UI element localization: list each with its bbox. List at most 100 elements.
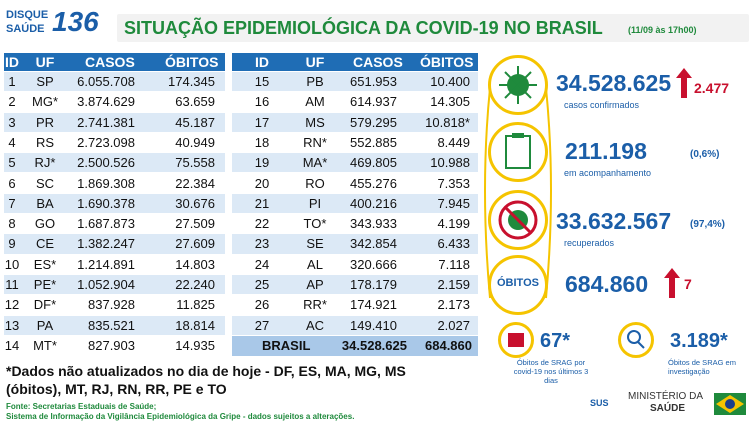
icon-ring: ÓBITOS <box>488 255 548 315</box>
table-row <box>4 92 225 112</box>
table-cell: 2 <box>8 94 16 110</box>
table-cell: SP <box>36 74 54 89</box>
connector <box>545 87 552 299</box>
table-cell: 45.187 <box>175 114 215 130</box>
clipboard-icon <box>505 133 531 169</box>
table-cell: 342.854 <box>350 236 397 252</box>
table-cell: 18.814 <box>175 317 215 333</box>
table-cell: RJ* <box>34 155 56 171</box>
panel-decor <box>484 87 552 299</box>
table-cell: 14.305 <box>430 94 470 110</box>
total-row <box>232 335 478 357</box>
table-cell: AC <box>305 317 325 333</box>
confirmed-change: 2.477 <box>694 80 730 96</box>
table-cell: 22 <box>254 216 270 232</box>
confirmed-value: 34.528.625 <box>556 70 672 96</box>
table-cell: 614.937 <box>350 94 397 110</box>
date: (11/09 às 17h00) <box>628 25 697 35</box>
table-cell: 178.179 <box>350 277 397 292</box>
table-cell: RR* <box>303 297 327 313</box>
table-cell: 18 <box>254 134 270 150</box>
deaths-badge: ÓBITOS <box>497 277 539 289</box>
table-cell: 1.382.247 <box>77 236 135 252</box>
table-cell: 22.240 <box>175 277 215 292</box>
total-label: BRASIL <box>262 337 311 353</box>
table-cell: 15 <box>254 74 270 89</box>
table-cell: 20 <box>254 175 270 191</box>
up-arrow <box>676 68 692 98</box>
table-cell: MG* <box>32 94 58 110</box>
table-row <box>4 153 225 173</box>
table-cell: PI <box>308 195 322 211</box>
table-row <box>232 315 478 335</box>
deaths-change: 7 <box>684 276 692 292</box>
icon-ring <box>498 322 534 358</box>
table-cell: 835.521 <box>88 317 135 333</box>
table-header <box>4 53 225 71</box>
table-cell: 2.027 <box>437 317 470 333</box>
table-cell: AL <box>307 256 323 272</box>
icon-ring <box>488 122 548 182</box>
table-cell: 827.903 <box>88 337 135 353</box>
recovered-value: 33.632.567 <box>556 208 672 234</box>
table-cell: 10.988 <box>430 155 470 171</box>
table-cell: 1.690.378 <box>77 195 135 211</box>
table-row <box>232 132 478 153</box>
table-row <box>232 173 478 193</box>
table-cell: 1 <box>8 74 16 89</box>
table-row <box>4 72 225 92</box>
column-header: CASOS <box>85 54 135 70</box>
table-cell: 8.449 <box>437 134 470 150</box>
table-cell: 6.055.708 <box>77 74 135 89</box>
table-row <box>4 335 225 356</box>
monitoring-label: em acompanhamento <box>564 168 652 178</box>
table-cell: 7 <box>8 195 16 211</box>
table-cell: 1.052.904 <box>77 277 135 292</box>
table-row <box>232 254 478 274</box>
table-row <box>232 72 478 92</box>
srag-covid-value: 67* <box>540 330 571 352</box>
table-row <box>4 315 225 335</box>
table-row <box>4 295 225 315</box>
table-cell: 2.173 <box>437 297 470 313</box>
table-row <box>4 132 225 153</box>
table-cell: 579.295 <box>350 114 397 130</box>
table-cell: 469.805 <box>350 155 397 171</box>
table-cell: 149.410 <box>350 317 397 333</box>
table-cell: 2.159 <box>437 277 470 292</box>
column-header: CASOS <box>353 54 403 70</box>
column-header: ÓBITOS <box>420 54 474 70</box>
table-cell: TO* <box>303 216 327 232</box>
confirmed-label: casos confirmados <box>564 100 640 110</box>
table-cell: 6 <box>8 175 16 191</box>
table-cell: PR <box>35 114 55 130</box>
table-row <box>232 193 478 214</box>
table-cell: 7.118 <box>438 256 470 272</box>
table-cell: 26 <box>254 297 270 313</box>
virus-icon <box>499 66 537 104</box>
table-cell: 40.949 <box>175 134 215 150</box>
table-cell: MT* <box>33 337 57 353</box>
table-cell: 17 <box>254 114 270 130</box>
table-cell: 19 <box>254 155 270 171</box>
table-cell: GO <box>34 216 56 232</box>
sus-logo: SUS <box>590 398 609 408</box>
recovered-percent: (97,4%) <box>690 219 726 230</box>
ministry-1: MINISTÉRIO DA <box>628 391 704 402</box>
table-cell: 1.869.308 <box>77 175 135 191</box>
icon-ring <box>618 322 654 358</box>
monitoring-percent: (0,6%) <box>690 149 720 160</box>
table-cell: PB <box>306 74 324 89</box>
table-cell: 75.558 <box>175 155 215 171</box>
connector <box>484 87 491 299</box>
table-cell: 2.500.526 <box>77 155 135 171</box>
table-cell: 343.933 <box>350 216 397 232</box>
column-header: UF <box>305 54 325 70</box>
table-cell: PE* <box>33 277 57 292</box>
table-cell: 1.687.873 <box>77 216 135 232</box>
table-row <box>4 112 225 132</box>
flag <box>714 393 746 415</box>
table-cell: 6.433 <box>437 236 470 252</box>
table-cell: 10.400 <box>430 74 470 89</box>
